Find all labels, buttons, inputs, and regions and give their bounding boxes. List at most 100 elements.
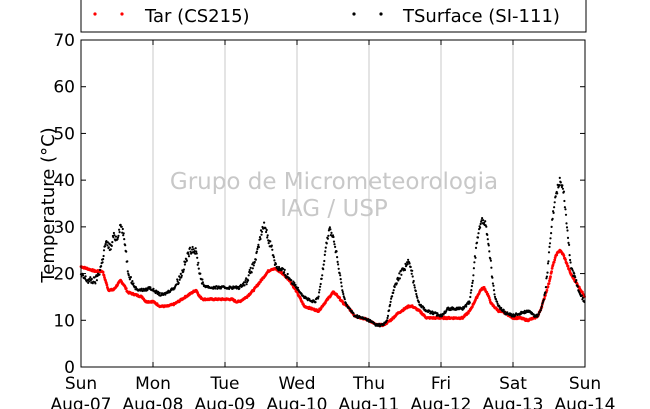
- data-point: [265, 228, 268, 232]
- data-point: [296, 286, 300, 289]
- data-point: [571, 269, 574, 272]
- data-point: [552, 260, 556, 264]
- data-point: [490, 266, 493, 269]
- data-point: [500, 306, 503, 310]
- data-point: [352, 312, 355, 315]
- data-point: [486, 238, 489, 241]
- data-point: [116, 236, 120, 239]
- data-point: [345, 303, 348, 306]
- data-point: [197, 267, 200, 270]
- data-point: [403, 268, 407, 272]
- data-point: [215, 285, 218, 288]
- data-point: [251, 267, 254, 270]
- data-point: [282, 267, 285, 270]
- data-point: [106, 244, 109, 247]
- data-point: [539, 309, 542, 312]
- data-point: [157, 290, 160, 293]
- data-point: [270, 244, 273, 247]
- data-point: [322, 263, 325, 266]
- data-point: [330, 231, 333, 234]
- x-tick-label-day: Wed: [278, 374, 315, 394]
- data-point: [180, 274, 183, 277]
- data-point: [283, 271, 286, 274]
- data-point: [479, 222, 482, 226]
- data-point: [485, 225, 488, 228]
- data-point: [547, 251, 551, 254]
- data-point: [356, 314, 359, 317]
- data-point: [551, 217, 554, 220]
- data-point: [468, 301, 471, 304]
- data-point: [465, 305, 468, 308]
- data-point: [102, 273, 106, 277]
- data-point: [107, 246, 110, 249]
- data-point: [568, 243, 571, 246]
- data-point: [118, 228, 121, 231]
- data-point: [567, 241, 570, 244]
- data-point: [113, 234, 116, 237]
- data-point: [87, 281, 90, 284]
- data-point: [551, 263, 555, 267]
- data-point: [128, 278, 131, 281]
- data-point: [338, 272, 341, 275]
- legend-label-tsurface: TSurface (SI-111): [402, 6, 560, 27]
- data-point: [561, 184, 564, 187]
- data-point: [260, 230, 264, 233]
- data-point: [480, 219, 483, 222]
- data-point: [548, 245, 551, 248]
- data-point: [569, 261, 572, 264]
- data-point: [392, 289, 395, 292]
- data-point: [328, 226, 331, 229]
- data-point: [540, 305, 543, 308]
- data-point: [483, 221, 486, 224]
- data-point: [388, 309, 391, 312]
- data-point: [324, 246, 327, 249]
- data-point: [120, 225, 123, 228]
- data-point: [337, 267, 340, 270]
- data-point: [408, 262, 411, 265]
- data-point: [415, 292, 418, 296]
- data-point: [112, 231, 115, 235]
- data-point: [158, 291, 161, 294]
- data-point: [562, 254, 566, 258]
- data-point: [102, 258, 105, 261]
- legend: Tar (CS215) TSurface (SI-111): [80, 0, 587, 33]
- data-point: [559, 181, 562, 184]
- data-point: [323, 259, 326, 263]
- data-point: [474, 256, 477, 259]
- data-point: [492, 289, 496, 292]
- data-point: [185, 259, 188, 262]
- data-point: [294, 283, 297, 287]
- data-point: [339, 278, 342, 281]
- data-point: [479, 226, 482, 229]
- data-point: [509, 312, 512, 315]
- data-point: [149, 286, 152, 289]
- data-point: [562, 190, 566, 193]
- data-point: [412, 279, 415, 283]
- data-point: [493, 293, 496, 296]
- data-point: [102, 254, 105, 258]
- data-point: [493, 295, 497, 298]
- data-point: [538, 311, 541, 314]
- data-point: [336, 260, 339, 263]
- data-point: [546, 285, 550, 289]
- data-point: [195, 250, 198, 253]
- data-point: [473, 261, 476, 264]
- x-tick-label-date: Aug-09: [195, 395, 256, 409]
- data-point: [569, 258, 572, 262]
- data-point: [486, 233, 489, 236]
- data-point: [272, 254, 275, 257]
- data-point: [333, 243, 336, 246]
- data-point: [196, 263, 199, 266]
- data-point: [84, 275, 87, 278]
- data-point: [390, 297, 393, 300]
- data-point: [252, 264, 255, 267]
- data-point: [491, 282, 494, 285]
- data-point: [568, 254, 571, 257]
- x-axis: SunAug-07MonAug-08TueAug-09WedAug-10ThuA…: [51, 40, 615, 409]
- data-point: [475, 241, 479, 244]
- data-point: [340, 285, 343, 288]
- data-point: [469, 291, 472, 294]
- data-point: [411, 269, 414, 272]
- data-point: [271, 248, 274, 251]
- data-point: [317, 295, 320, 298]
